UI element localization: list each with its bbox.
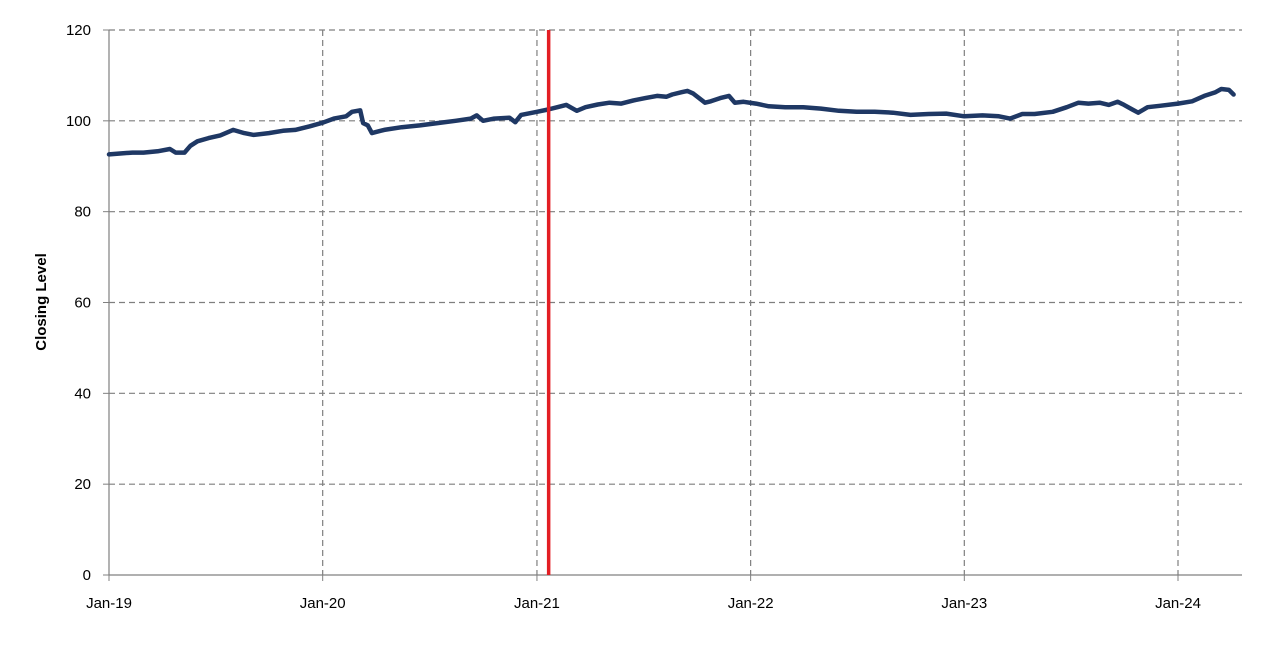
x-tick-label: Jan-23 — [941, 595, 987, 612]
x-tick-label: Jan-24 — [1155, 595, 1201, 612]
x-tick-label: Jan-22 — [728, 595, 774, 612]
x-tick-labels: Jan-19 Jan-20 Jan-21 Jan-22 Jan-23 Jan-24 — [86, 595, 1201, 612]
y-tick-label: 100 — [66, 113, 91, 130]
y-tick-labels: 0 20 40 60 80 100 120 — [66, 22, 91, 584]
x-tick-label: Jan-19 — [86, 595, 132, 612]
axes — [103, 29, 1242, 581]
series-group — [106, 86, 1236, 157]
gridlines — [109, 29, 1242, 575]
y-tick-label: 20 — [74, 476, 91, 493]
y-axis-title: Closing Level — [33, 253, 50, 351]
y-tick-label: 0 — [83, 567, 91, 584]
x-tick-label: Jan-21 — [514, 595, 560, 612]
y-tick-label: 40 — [74, 385, 91, 402]
x-tick-label: Jan-20 — [300, 595, 346, 612]
y-tick-label: 120 — [66, 22, 91, 39]
y-tick-label: 80 — [74, 204, 91, 221]
series-line — [106, 86, 1236, 157]
y-tick-label: 60 — [74, 295, 91, 312]
